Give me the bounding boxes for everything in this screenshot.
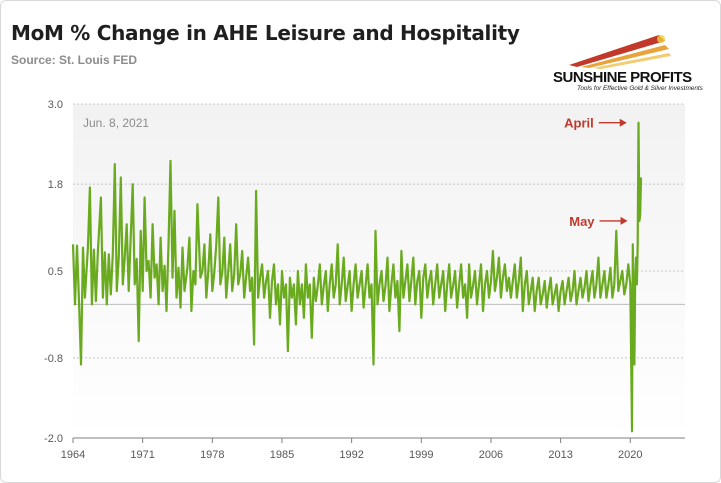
x-tick-label: 2006 (479, 449, 503, 461)
y-tick-label: 3.0 (48, 99, 63, 111)
y-tick-label: -2.0 (44, 433, 63, 445)
series-line (71, 121, 643, 433)
date-label: Jun. 8, 2021 (83, 116, 149, 130)
logo-tagline: Tools for Effective Gold & Silver Invest… (577, 85, 703, 92)
x-tick-label: 1992 (339, 449, 363, 461)
y-tick-label: 0.5 (48, 266, 63, 278)
logo-wordmark: SUNSHINE PROFITS (553, 69, 692, 86)
x-tick-label: 1971 (130, 449, 154, 461)
chart-title: MoM % Change in AHE Leisure and Hospital… (11, 21, 520, 45)
annotation-label: May (569, 214, 595, 229)
sunshine-profits-logo-icon (569, 35, 671, 69)
x-tick-label: 2020 (618, 449, 642, 461)
annotation-label: April (564, 116, 594, 131)
x-tick-label: 1999 (409, 449, 433, 461)
gridlines (73, 103, 685, 439)
x-tick-label: 1964 (61, 449, 85, 461)
x-axis: 1964 1971 1978 1985 1992 1999 2006 2013 2020 (61, 438, 643, 461)
annotation-arrowhead (619, 118, 627, 127)
x-tick-label: 2013 (548, 449, 572, 461)
annotations: April May (564, 116, 628, 229)
y-tick-label: 1.8 (48, 179, 63, 191)
y-axis: 3.0 1.8 0.5 -0.8 -2.0 (44, 99, 63, 445)
x-tick-label: 1978 (200, 449, 224, 461)
x-tick-label: 1985 (270, 449, 294, 461)
annotation-arrowhead (620, 216, 628, 225)
y-tick-label: -0.8 (44, 353, 63, 365)
chart-source: Source: St. Louis FED (11, 53, 138, 67)
